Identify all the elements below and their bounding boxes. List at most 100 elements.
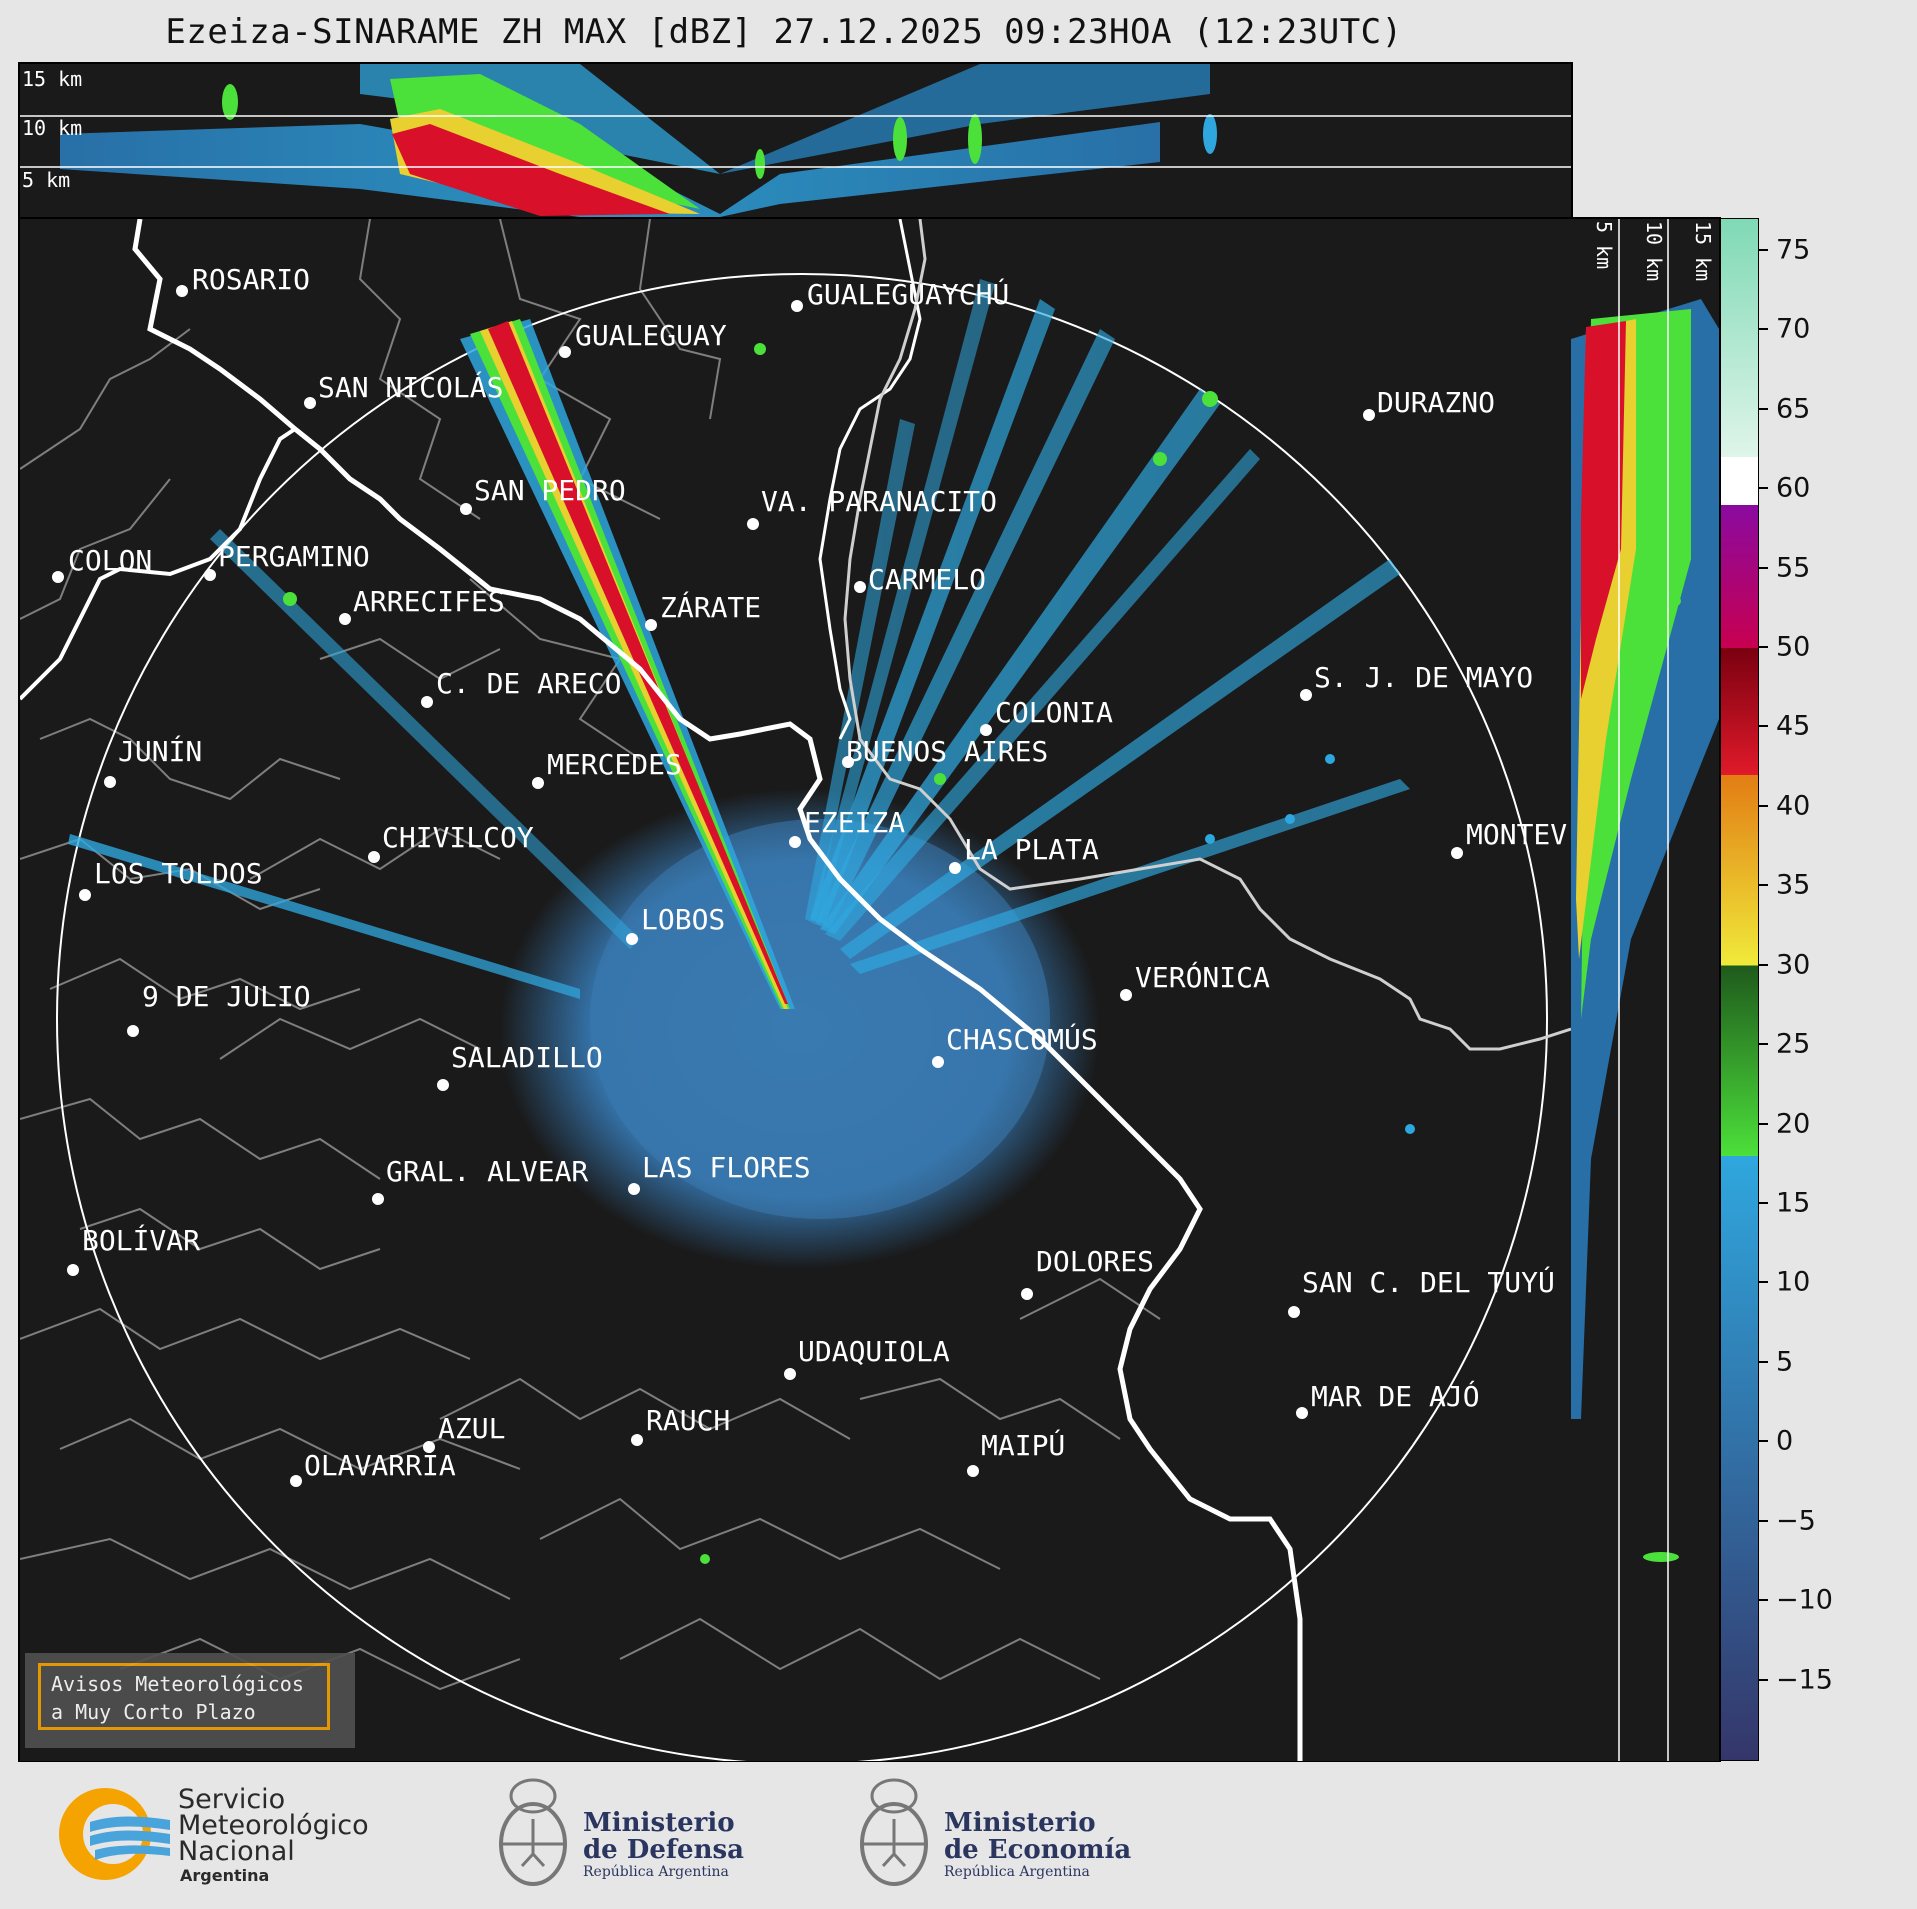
city-label: SALADILLO bbox=[451, 1041, 603, 1074]
side-cross-section-panel: 5 km 10 km 15 km bbox=[1571, 217, 1721, 1763]
chart-title: Ezeiza-SINARAME ZH MAX [dBZ] 27.12.2025 … bbox=[165, 12, 1403, 52]
colorbar-tick-label: 45 bbox=[1776, 710, 1811, 742]
colorbar-tick bbox=[1758, 1201, 1768, 1204]
radar-map-svg: ROSARIO GUALEGUAYCHÚ GUALEGUAY SAN NICOL… bbox=[20, 219, 1571, 1761]
coat-of-arms-icon bbox=[860, 1778, 928, 1886]
side-green-blob bbox=[1643, 1552, 1679, 1562]
city-label: MAR DE AJÓ bbox=[1311, 1379, 1480, 1413]
top-echo-upper-right bbox=[720, 64, 1210, 174]
side-red-core bbox=[1581, 321, 1626, 699]
city-label: UDAQUIOLA bbox=[798, 1335, 950, 1368]
city-label: VA. PARANACITO bbox=[761, 485, 997, 518]
colorbar-tick-label: 40 bbox=[1776, 790, 1811, 822]
side-height-label: 15 km bbox=[1691, 221, 1715, 281]
side-height-label: 5 km bbox=[1592, 221, 1616, 269]
top-height-label: 5 km bbox=[22, 168, 70, 192]
city-label: MERCEDES bbox=[547, 748, 682, 781]
city-label: ARRECIFES bbox=[353, 585, 505, 618]
colorbar-tick bbox=[1758, 1122, 1768, 1125]
colorbar-tick bbox=[1758, 1678, 1768, 1681]
economia-line3: República Argentina bbox=[944, 1864, 1090, 1880]
side-cross-section-svg: 5 km 10 km 15 km bbox=[1571, 219, 1719, 1761]
colorbar-tick-label: 30 bbox=[1776, 949, 1811, 981]
city-label: VERÓNICA bbox=[1135, 960, 1270, 994]
top-green-blob bbox=[222, 84, 238, 120]
colorbar-tick-label: 25 bbox=[1776, 1028, 1811, 1060]
colorbar-tick-label: 75 bbox=[1776, 234, 1811, 266]
city-label: PERGAMINO bbox=[218, 540, 370, 573]
colorbar-tick-label: 50 bbox=[1776, 631, 1811, 663]
top-cross-section-panel: 15 km 10 km 5 km bbox=[18, 62, 1573, 219]
city-label: SAN NICOLÁS bbox=[318, 370, 503, 404]
city-label: SAN C. DEL TUYÚ bbox=[1302, 1265, 1555, 1299]
city-label: LOBOS bbox=[641, 903, 725, 936]
radar-echo-field bbox=[68, 279, 1415, 1564]
smn-line2: Meteorológico bbox=[178, 1810, 369, 1841]
colorbar-tick bbox=[1758, 804, 1768, 807]
avisos-line1: Avisos Meteorológicos bbox=[51, 1672, 304, 1696]
city-label: SAN PEDRO bbox=[474, 474, 626, 507]
avisos-link[interactable]: Avisos Meteorológicos a Muy Corto Plazo bbox=[38, 1663, 330, 1730]
colorbar-tick-label: −15 bbox=[1776, 1664, 1833, 1696]
colorbar-tick-label: 15 bbox=[1776, 1187, 1811, 1219]
city-label: GUALEGUAY bbox=[575, 319, 727, 352]
city-label: CARMELO bbox=[868, 563, 986, 596]
colorbar-tick-label: 70 bbox=[1776, 313, 1811, 345]
coastlines bbox=[20, 219, 1571, 1761]
city-label: C. DE ARECO bbox=[436, 667, 621, 700]
city-label: DURAZNO bbox=[1377, 386, 1495, 419]
avisos-line2: a Muy Corto Plazo bbox=[51, 1700, 256, 1724]
colorbar-tick-label: 35 bbox=[1776, 869, 1811, 901]
smn-line3: Nacional bbox=[178, 1836, 295, 1867]
colorbar-tick bbox=[1758, 248, 1768, 251]
colorbar-tick bbox=[1758, 1519, 1768, 1522]
colorbar-tick-label: −10 bbox=[1776, 1584, 1833, 1616]
colorbar-tick bbox=[1758, 884, 1768, 887]
city-label: MONTEV bbox=[1466, 818, 1567, 851]
top-cross-section-svg: 15 km 10 km 5 km bbox=[20, 64, 1571, 217]
city-label: GRAL. ALVEAR bbox=[386, 1155, 588, 1188]
smn-logo-icon bbox=[59, 1788, 170, 1880]
city-label: OLAVARRÍA bbox=[304, 1448, 456, 1482]
colorbar-tick-label: 10 bbox=[1776, 1266, 1811, 1298]
coat-of-arms-icon bbox=[499, 1778, 567, 1886]
city-label: ZÁRATE bbox=[660, 590, 761, 624]
footer-logos: Servicio Meteorológico Nacional Argentin… bbox=[0, 1762, 1917, 1909]
colorbar-tick bbox=[1758, 1281, 1768, 1284]
defensa-line2: de Defensa bbox=[583, 1835, 744, 1865]
colorbar-tick-label: 0 bbox=[1776, 1425, 1794, 1457]
top-green-blob bbox=[1203, 114, 1217, 154]
city-label: GUALEGUAYCHÚ bbox=[807, 277, 1009, 311]
colorbar-tick bbox=[1758, 725, 1768, 728]
top-green-blob bbox=[755, 149, 765, 179]
top-height-label: 15 km bbox=[22, 67, 82, 91]
colorbar-tick bbox=[1758, 963, 1768, 966]
city-label: JUNÍN bbox=[118, 734, 202, 768]
colorbar-tick-label: 60 bbox=[1776, 472, 1811, 504]
colorbar-tick bbox=[1758, 1043, 1768, 1046]
city-label: LOS TOLDOS bbox=[94, 857, 263, 890]
colorbar-tick bbox=[1758, 1360, 1768, 1363]
top-green-blob bbox=[968, 114, 982, 164]
colorbar-tick bbox=[1758, 645, 1768, 648]
radar-map-panel: ROSARIO GUALEGUAYCHÚ GUALEGUAY SAN NICOL… bbox=[18, 217, 1573, 1763]
city-label: AZUL bbox=[438, 1412, 505, 1445]
avisos-overlay[interactable]: Avisos Meteorológicos a Muy Corto Plazo bbox=[25, 1653, 355, 1748]
city-label: CHIVILCOY bbox=[382, 821, 534, 854]
colorbar-tick bbox=[1758, 1599, 1768, 1602]
city-label: LA PLATA bbox=[964, 833, 1099, 866]
city-label: EZEIZA bbox=[804, 806, 905, 839]
colorbar-tick bbox=[1758, 328, 1768, 331]
city-label: ROSARIO bbox=[192, 263, 310, 296]
colorbar-tick-label: 65 bbox=[1776, 393, 1811, 425]
economia-line1: Ministerio bbox=[944, 1808, 1096, 1838]
range-ring-240km bbox=[56, 273, 1548, 1761]
defensa-line3: República Argentina bbox=[583, 1864, 729, 1880]
colorbar-tick bbox=[1758, 487, 1768, 490]
dbz-colorbar bbox=[1720, 218, 1759, 1761]
city-label: COLON bbox=[68, 544, 152, 577]
city-markers: ROSARIO GUALEGUAYCHÚ GUALEGUAY SAN NICOL… bbox=[52, 263, 1567, 1487]
colorbar-tick-label: 5 bbox=[1776, 1346, 1794, 1378]
colorbar-tick bbox=[1758, 1440, 1768, 1443]
colorbar-tick bbox=[1758, 566, 1768, 569]
